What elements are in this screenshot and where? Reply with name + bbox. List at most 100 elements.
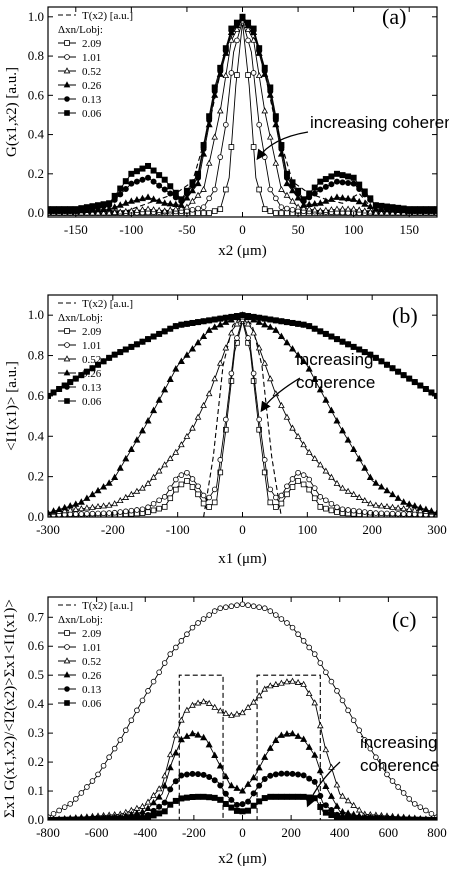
data-point	[256, 186, 262, 193]
data-point	[361, 815, 368, 820]
data-point	[272, 326, 280, 333]
data-point	[306, 644, 312, 651]
data-point	[250, 313, 257, 320]
series-1.01	[48, 316, 437, 517]
data-point	[289, 319, 296, 326]
data-point	[256, 314, 263, 321]
data-point	[166, 206, 174, 213]
data-point	[328, 333, 335, 340]
data-point	[306, 476, 312, 483]
data-point	[156, 669, 162, 676]
data-point	[384, 510, 390, 517]
legend-label: 0.26	[82, 80, 102, 92]
data-point	[267, 186, 274, 193]
data-point	[278, 401, 285, 408]
data-point	[228, 804, 235, 811]
data-point	[385, 558, 390, 563]
data-point	[228, 329, 235, 336]
data-point	[300, 772, 307, 779]
data-point	[206, 494, 212, 501]
data-point	[311, 651, 318, 657]
data-point	[267, 772, 274, 779]
data-point	[350, 205, 357, 212]
data-point	[178, 795, 185, 802]
data-point	[295, 631, 301, 638]
data-point	[177, 735, 185, 743]
data-point	[161, 660, 168, 666]
data-point	[350, 445, 358, 453]
data-point	[306, 775, 313, 782]
data-point	[244, 703, 252, 710]
data-point	[328, 173, 335, 180]
data-point	[100, 502, 107, 509]
data-point	[284, 205, 290, 212]
series-1.01	[48, 601, 437, 820]
data-point	[223, 121, 229, 128]
data-point	[284, 620, 290, 626]
data-point	[150, 507, 157, 514]
data-point	[200, 318, 207, 325]
data-point	[272, 159, 280, 166]
data-point	[89, 503, 96, 510]
data-point	[289, 793, 296, 800]
data-point	[212, 567, 217, 572]
data-point	[273, 504, 279, 510]
data-point	[150, 178, 157, 185]
data-point	[205, 699, 213, 706]
legend-marker	[64, 110, 70, 116]
data-point	[267, 316, 274, 323]
data-point	[322, 176, 329, 183]
data-point	[128, 343, 135, 350]
data-point	[217, 154, 224, 160]
data-point	[133, 206, 141, 213]
data-point	[201, 571, 206, 576]
data-point	[372, 816, 379, 820]
data-point	[145, 174, 152, 181]
data-point	[67, 379, 74, 386]
legend-label: 0.06	[82, 108, 102, 120]
data-point	[133, 487, 141, 494]
data-point	[372, 202, 379, 209]
data-point	[94, 209, 102, 216]
data-point	[211, 316, 218, 323]
data-point	[183, 194, 191, 201]
data-point	[294, 732, 302, 739]
data-point	[140, 590, 145, 595]
data-point	[244, 780, 252, 787]
legend: T(x2) [a.u.] Δxn/Lobj: 2.09 1.01 0.52 0.26 0.1…	[58, 298, 133, 408]
data-point	[256, 798, 263, 805]
data-point	[378, 763, 385, 769]
data-point	[222, 45, 229, 52]
data-point	[200, 401, 207, 408]
data-point	[157, 588, 162, 593]
data-point	[333, 781, 341, 788]
data-point	[185, 578, 190, 583]
data-point	[161, 494, 168, 500]
data-point	[167, 485, 174, 491]
data-point	[411, 511, 418, 517]
data-point	[261, 469, 268, 476]
chart-panel-c: -800 -600 -400 -200 0 200 400 600 800 0.0 0.1 0.2 0.…	[2, 558, 447, 867]
data-point	[295, 320, 302, 327]
annotation-arrow	[256, 131, 309, 161]
data-point	[289, 677, 296, 684]
legend-title: Δxn/Lobj:	[58, 614, 103, 626]
data-point	[406, 511, 413, 517]
data-point	[77, 498, 85, 505]
y-tick-label: 0.7	[28, 609, 45, 624]
data-point	[194, 413, 202, 420]
legend-label: 0.13	[82, 684, 102, 696]
data-point	[261, 206, 268, 212]
data-point	[189, 770, 196, 777]
data-point	[238, 787, 247, 794]
data-point	[223, 426, 229, 433]
data-point	[128, 180, 135, 187]
x-axis-label: x1 (μm)	[218, 551, 266, 567]
data-point	[300, 735, 308, 742]
data-point	[167, 190, 174, 197]
x-tick-label: 800	[427, 825, 447, 840]
data-point	[144, 417, 152, 424]
data-point	[296, 578, 301, 583]
data-point	[172, 797, 179, 804]
x-axis-label: x2 (μm)	[218, 243, 266, 259]
